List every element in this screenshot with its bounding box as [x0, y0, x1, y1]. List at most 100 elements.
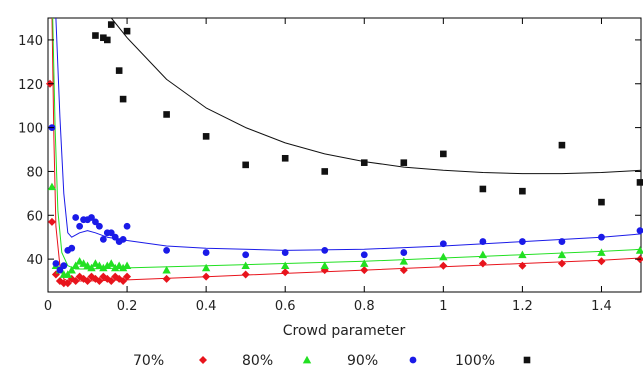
data-point-series-2	[281, 261, 290, 270]
x-tick-label: 0.8	[354, 299, 375, 314]
data-point-series-3	[107, 229, 115, 237]
data-point-series-4	[321, 168, 329, 175]
x-tick-label: 0	[44, 299, 52, 314]
data-point-series-3	[72, 214, 80, 221]
data-point-series-4	[119, 95, 127, 103]
legend: 70% 80% 90% 100%	[133, 353, 531, 369]
data-point-series-2	[47, 182, 57, 191]
data-point-series-3	[400, 249, 408, 256]
data-point-series-3	[202, 249, 210, 256]
legend-marker	[523, 356, 531, 364]
x-tick-label: 0.6	[275, 299, 296, 314]
data-point-series-3	[60, 262, 68, 270]
data-point-series-3	[56, 266, 64, 274]
data-point-series-3	[242, 251, 250, 259]
legend-marker	[302, 355, 312, 364]
data-point-series-1	[162, 274, 171, 283]
data-point-series-2	[399, 257, 408, 265]
x-tick-label: 1.4	[591, 299, 612, 314]
data-point-series-2	[87, 263, 96, 272]
data-point-series-4	[519, 187, 526, 195]
data-point-series-1	[202, 272, 211, 281]
data-point-series-2	[635, 246, 643, 254]
data-point-series-3	[519, 238, 526, 245]
data-point-series-2	[71, 261, 80, 270]
data-point-series-2	[439, 252, 448, 261]
data-point-series-3	[119, 235, 127, 243]
x-tick-label: 0.2	[117, 299, 138, 314]
legend-label: 70%	[133, 353, 164, 369]
data-point-series-4	[558, 141, 566, 149]
data-point-series-1	[71, 277, 80, 286]
data-point-series-3	[321, 246, 329, 254]
data-point-series-2	[557, 250, 567, 259]
data-point-series-2	[103, 261, 112, 270]
legend-label: 80%	[242, 353, 273, 369]
data-point-series-3	[88, 214, 95, 221]
data-point-series-2	[111, 263, 120, 272]
data-point-series-4	[104, 36, 111, 44]
data-point-series-1	[518, 261, 527, 270]
data-point-series-4	[360, 159, 368, 166]
data-point-series-3	[99, 235, 107, 243]
x-axis-title: Crowd parameter	[283, 323, 406, 339]
data-point-series-1	[557, 259, 566, 268]
data-point-series-2	[360, 259, 369, 267]
data-point-series-1	[597, 257, 606, 266]
y-tick-label: 80	[26, 165, 43, 180]
legend-marker	[409, 356, 417, 364]
data-point-series-4	[115, 67, 123, 74]
data-point-series-1	[83, 277, 92, 286]
data-point-series-2	[241, 261, 250, 270]
data-point-series-2	[162, 265, 171, 274]
data-point-series-3	[360, 251, 368, 259]
data-point-series-2	[122, 261, 132, 270]
data-point-series-3	[123, 222, 131, 230]
data-point-series-3	[95, 222, 103, 230]
data-point-series-2	[320, 261, 329, 270]
data-point-series-1	[119, 277, 128, 286]
data-point-series-2	[118, 263, 128, 272]
x-tick-label: 1	[439, 299, 447, 314]
data-point-series-1	[47, 217, 56, 226]
data-markers	[45, 21, 643, 288]
legend-label: 90%	[347, 353, 378, 369]
data-point-series-4	[202, 133, 210, 140]
data-point-series-2	[63, 270, 72, 278]
y-axis: 40 60 80 100 120 140	[18, 34, 641, 268]
data-point-series-1	[478, 259, 487, 268]
data-point-series-3	[598, 233, 605, 241]
data-point-series-4	[163, 111, 170, 118]
data-point-series-1	[399, 266, 408, 275]
data-point-series-2	[201, 263, 211, 272]
data-point-series-3	[439, 240, 447, 248]
data-point-series-3	[479, 238, 487, 245]
data-point-series-3	[163, 246, 171, 254]
data-point-series-3	[76, 222, 84, 230]
y-tick-label: 120	[18, 78, 43, 93]
data-point-series-4	[440, 150, 447, 158]
data-point-series-3	[92, 218, 99, 226]
data-point-series-2	[99, 263, 108, 272]
data-point-series-4	[107, 21, 115, 28]
data-point-series-2	[478, 250, 488, 259]
data-point-series-4	[479, 185, 487, 193]
data-point-series-3	[281, 249, 289, 256]
data-point-series-1	[241, 270, 250, 279]
y-tick-label: 60	[26, 209, 43, 224]
data-point-series-3	[68, 244, 76, 252]
data-point-series-1	[360, 266, 369, 275]
data-point-series-3	[558, 238, 566, 245]
data-point-series-4	[242, 161, 249, 169]
data-point-series-4	[400, 159, 408, 166]
x-tick-label: 0.4	[196, 299, 217, 314]
data-point-series-4	[598, 198, 605, 206]
data-point-series-4	[636, 179, 643, 186]
data-point-series-4	[123, 27, 131, 35]
plot-area	[47, 17, 642, 293]
data-point-series-2	[518, 250, 527, 259]
data-point-series-3	[636, 227, 643, 235]
legend-label: 100%	[455, 353, 495, 369]
y-tick-label: 40	[26, 253, 43, 268]
